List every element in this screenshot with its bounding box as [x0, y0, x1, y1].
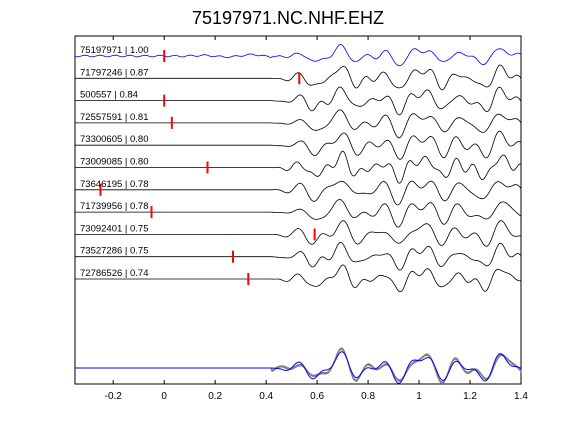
- waveform-trace: [75, 264, 521, 293]
- picks-layer: [99, 50, 316, 285]
- trace-label: 73092401 | 0.75: [80, 223, 149, 234]
- x-tick-label: 0.6: [310, 391, 324, 402]
- stack-reference-trace: [75, 351, 522, 384]
- x-tick-label: 1.4: [514, 391, 528, 402]
- trace-labels: 75197971 | 1.00 71797246 | 0.87 500557 | 0…: [80, 45, 149, 279]
- trace-label: 73009085 | 0.80: [80, 157, 149, 168]
- waveform-trace: [75, 86, 522, 116]
- trace-label: 71797246 | 0.87: [80, 67, 149, 78]
- waveform-trace: [75, 130, 522, 160]
- x-tick-label: 1: [416, 391, 422, 402]
- waveform-trace: [75, 241, 522, 271]
- x-tick-label: 0.8: [361, 391, 375, 402]
- waveform-trace: [75, 109, 522, 139]
- x-tick-label: 1.2: [463, 391, 477, 402]
- trace-label: 73300605 | 0.80: [80, 134, 149, 145]
- waveform-trace: [75, 220, 522, 247]
- trace-label: 73527286 | 0.75: [80, 246, 149, 257]
- traces-layer: [74, 44, 522, 293]
- waveform-trace: [75, 64, 522, 91]
- waveform-trace: [75, 150, 522, 184]
- waveform-trace: [75, 199, 522, 228]
- trace-label: 500557 | 0.84: [80, 90, 138, 101]
- x-tick-label: -0.2: [105, 391, 123, 402]
- waveform-trace: [75, 180, 522, 206]
- trace-label: 73646195 | 0.78: [80, 179, 149, 190]
- trace-label: 75197971 | 1.00: [80, 45, 149, 56]
- axes-frame: [74, 35, 522, 385]
- reference-trace: [74, 44, 522, 67]
- x-axis: -0.2 0 0.2 0.4 0.6 0.8 1 1.2 1.4: [105, 36, 528, 402]
- chart-title: 75197971.NC.NHF.EHZ: [192, 8, 384, 28]
- trace-label: 72786526 | 0.74: [80, 268, 149, 279]
- x-tick-label: 0: [161, 391, 167, 402]
- stack-layer: [75, 347, 522, 385]
- trace-label: 71739956 | 0.78: [80, 201, 149, 212]
- stack-overlay-trace: [75, 348, 522, 384]
- x-tick-label: 0.4: [259, 391, 273, 402]
- x-tick-label: 0.2: [208, 391, 222, 402]
- trace-label: 72557591 | 0.81: [80, 112, 149, 123]
